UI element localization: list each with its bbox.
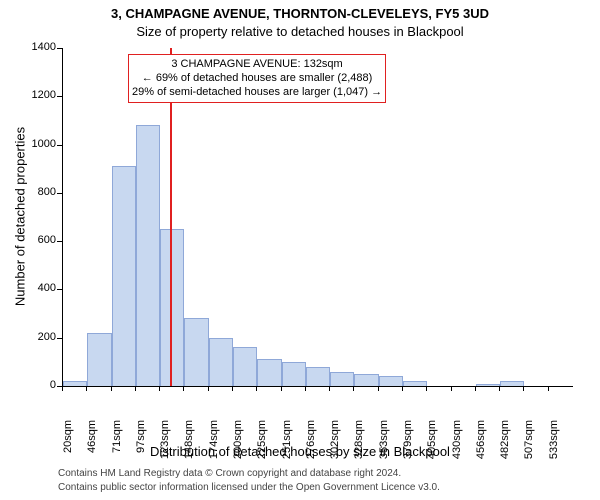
y-tick-label: 1200 [22,89,56,101]
histogram-bar [160,229,184,386]
y-tick-mark [57,96,62,97]
x-tick-label: 379sqm [402,420,414,470]
y-tick-label: 0 [22,379,56,391]
x-tick-mark [353,386,354,391]
y-tick-mark [57,289,62,290]
x-tick-label: 97sqm [135,420,147,470]
x-tick-label: 276sqm [305,420,317,470]
x-tick-label: 225sqm [256,420,268,470]
x-tick-label: 174sqm [208,420,220,470]
x-tick-label: 353sqm [378,420,390,470]
histogram-bar [209,338,233,386]
y-tick-mark [57,48,62,49]
y-tick-label: 600 [22,234,56,246]
x-tick-label: 71sqm [111,420,123,470]
x-tick-mark [135,386,136,391]
annotation-callout: 3 CHAMPAGNE AVENUE: 132sqm ← 69% of deta… [128,54,386,103]
y-tick-mark [57,338,62,339]
histogram-bar [306,367,330,386]
x-tick-mark [62,386,63,391]
chart-title-address: 3, CHAMPAGNE AVENUE, THORNTON-CLEVELEYS,… [0,6,600,21]
annotation-line-3: 29% of semi-detached houses are larger (… [132,86,382,100]
x-tick-mark [451,386,452,391]
histogram-bar [136,125,160,386]
histogram-bar [476,384,500,386]
annotation-line-1: 3 CHAMPAGNE AVENUE: 132sqm [132,58,382,72]
x-tick-mark [499,386,500,391]
x-tick-mark [183,386,184,391]
y-tick-label: 400 [22,282,56,294]
x-tick-label: 430sqm [451,420,463,470]
y-tick-mark [57,145,62,146]
x-tick-mark [232,386,233,391]
histogram-bar [330,372,354,386]
x-tick-label: 302sqm [329,420,341,470]
x-tick-mark [378,386,379,391]
x-tick-mark [111,386,112,391]
x-tick-label: 123sqm [159,420,171,470]
x-tick-label: 405sqm [426,420,438,470]
histogram-bar [354,374,378,386]
histogram-bar [233,347,257,386]
x-tick-mark [475,386,476,391]
y-tick-label: 1400 [22,41,56,53]
x-tick-label: 20sqm [62,420,74,470]
histogram-bar [112,166,136,386]
y-tick-mark [57,193,62,194]
chart-title-description: Size of property relative to detached ho… [0,24,600,39]
x-tick-label: 148sqm [183,420,195,470]
x-tick-mark [329,386,330,391]
histogram-bar [184,318,208,386]
x-tick-mark [86,386,87,391]
x-tick-label: 456sqm [475,420,487,470]
x-tick-mark [402,386,403,391]
x-tick-mark [159,386,160,391]
histogram-bar [500,381,524,386]
y-tick-label: 1000 [22,138,56,150]
x-tick-label: 507sqm [523,420,535,470]
x-tick-mark [523,386,524,391]
histogram-bar [257,359,281,386]
x-tick-mark [305,386,306,391]
footer-licence: Contains public sector information licen… [58,482,440,493]
y-tick-label: 800 [22,186,56,198]
x-tick-mark [548,386,549,391]
histogram-bar [282,362,306,386]
footer-copyright: Contains HM Land Registry data © Crown c… [58,468,401,479]
x-tick-label: 482sqm [499,420,511,470]
x-tick-label: 251sqm [281,420,293,470]
y-tick-label: 200 [22,331,56,343]
histogram-bar [87,333,111,386]
x-tick-label: 46sqm [86,420,98,470]
histogram-bar [63,381,87,386]
x-tick-mark [256,386,257,391]
x-tick-label: 533sqm [548,420,560,470]
x-tick-label: 200sqm [232,420,244,470]
x-tick-mark [281,386,282,391]
histogram-bar [379,376,403,386]
x-tick-mark [426,386,427,391]
x-tick-label: 328sqm [353,420,365,470]
histogram-bar [403,381,427,386]
x-tick-mark [208,386,209,391]
annotation-line-2: ← 69% of detached houses are smaller (2,… [132,72,382,86]
y-tick-mark [57,241,62,242]
